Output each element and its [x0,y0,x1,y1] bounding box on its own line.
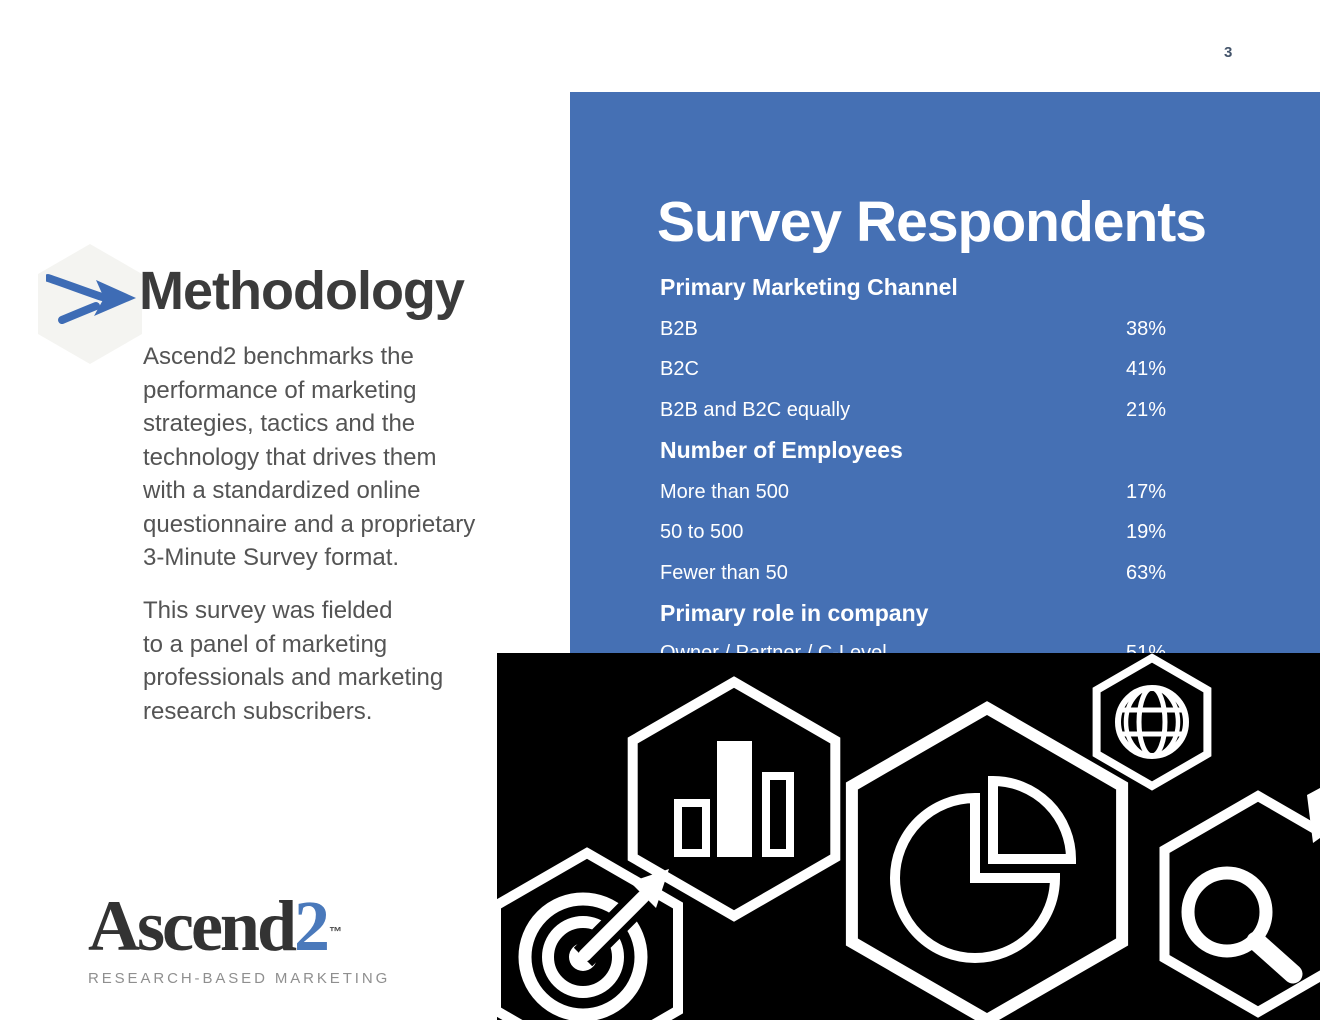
section-heading-employees: Number of Employees [660,437,903,463]
hexagon-outline [1092,653,1212,791]
row-value: 19% [1125,521,1166,543]
row-value: 17% [1125,481,1166,503]
row-label: Fewer than 50 [660,562,788,584]
row-label: B2B and B2C equally [660,399,851,421]
table-row: 50 to 500 19% [660,520,1166,544]
logo-numeral: 2 [294,886,330,966]
row-label: B2B [660,318,698,340]
row-label: More than 500 [660,481,789,503]
bar-chart-icon [627,676,841,922]
dart-fletching [630,869,669,908]
row-value: 38% [1125,318,1166,340]
survey-respondents-panel: Survey Respondents Primary Marketing Cha… [570,92,1320,664]
row-value: 63% [1125,562,1166,584]
hexagon-outline [497,847,683,1020]
hexagon-fragment [1307,788,1320,843]
row-label: B2C [660,358,699,380]
logo-tagline: RESEARCH-BASED MARKETING [88,970,391,987]
globe-icon [1092,653,1212,791]
ascend2-logo: Ascend2 ™ RESEARCH-BASED MARKETING [88,890,391,987]
table-row: B2B 38% [660,317,1166,341]
arrow-icon [46,274,136,324]
table-row: B2B and B2C equally 21% [660,398,1166,422]
row-value: 41% [1125,358,1166,380]
search-icon [1159,790,1320,1018]
faint-hexagon-watermark [38,244,142,364]
hexagon-outline [845,701,1129,1020]
hexagon-outline [1159,790,1320,1018]
table-row: More than 500 17% [660,480,1166,504]
methodology-paragraph-1: Ascend2 benchmarks the performance of ma… [143,343,476,571]
row-label: 50 to 500 [660,521,744,543]
methodology-paragraph-2: This survey was fielded to a panel of ma… [143,597,444,725]
table-row: Fewer than 50 63% [660,561,1166,585]
logo-wordmark: Ascend [88,886,297,966]
table-row: B2C 41% [660,357,1166,381]
pie-chart-icon [845,701,1129,1020]
target-icon [497,847,683,1020]
section-heading-role: Primary role in company [660,600,929,626]
page-number: 3 [1224,44,1233,61]
panel-title: Survey Respondents [657,190,1207,254]
icon-banner [497,653,1320,1020]
methodology-heading: Methodology [139,261,465,321]
row-value: 21% [1125,399,1166,421]
hexagon-outline [627,676,841,922]
logo-trademark: ™ [329,924,343,939]
section-heading-marketing-channel: Primary Marketing Channel [660,274,958,300]
logo-wordmark-line: Ascend2 ™ [88,890,390,967]
